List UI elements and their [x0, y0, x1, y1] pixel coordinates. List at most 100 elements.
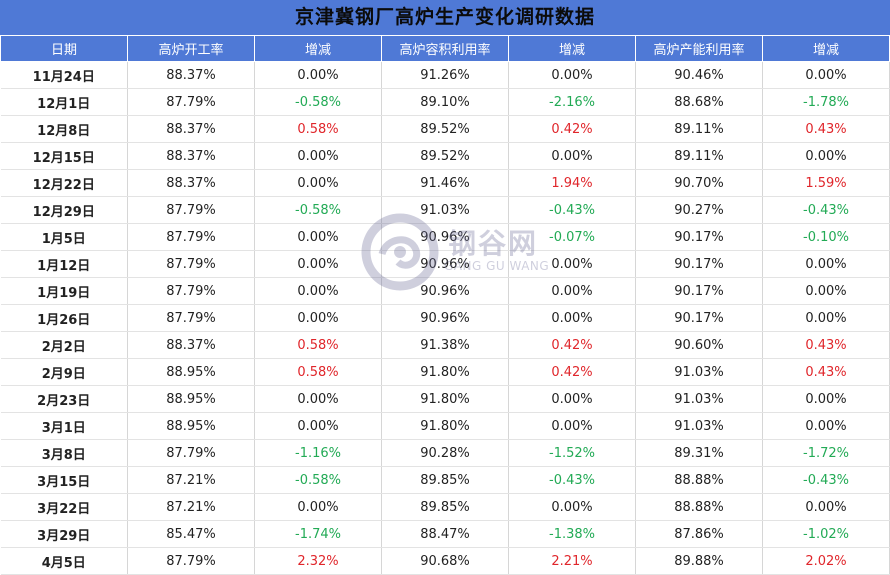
date-cell: 2月23日	[0, 385, 128, 413]
table-row: 1月26日 87.79% 0.00% 90.96% 0.00% 90.17% 0.00%	[0, 304, 890, 332]
date-cell: 3月8日	[0, 439, 128, 467]
change-cell: -2.16%	[508, 88, 636, 116]
capacity-utilization-cell: 88.88%	[635, 493, 763, 521]
change-cell: 0.00%	[508, 142, 636, 170]
change-cell: 0.00%	[762, 142, 890, 170]
capacity-utilization-cell: 90.70%	[635, 169, 763, 197]
capacity-utilization-cell: 90.17%	[635, 277, 763, 305]
volume-utilization-cell: 91.03%	[381, 196, 509, 224]
table-row: 3月22日 87.21% 0.00% 89.85% 0.00% 88.88% 0.00%	[0, 493, 890, 521]
change-cell: 0.00%	[254, 250, 382, 278]
capacity-utilization-cell: 90.46%	[635, 61, 763, 89]
col-header-change-2: 增减	[508, 35, 636, 62]
col-header-change-3: 增减	[762, 35, 890, 62]
table-row: 12月8日 88.37% 0.58% 89.52% 0.42% 89.11% 0.43%	[0, 115, 890, 143]
operating-rate-cell: 87.79%	[127, 250, 255, 278]
change-cell: -1.02%	[762, 520, 890, 548]
change-cell: -1.38%	[508, 520, 636, 548]
operating-rate-cell: 88.37%	[127, 169, 255, 197]
date-cell: 12月1日	[0, 88, 128, 116]
data-table: 日期 高炉开工率 增减 高炉容积利用率 增减 高炉产能利用率 增减 11月24日…	[0, 35, 890, 575]
capacity-utilization-cell: 90.17%	[635, 250, 763, 278]
change-cell: 0.00%	[254, 385, 382, 413]
change-cell: 0.00%	[508, 385, 636, 413]
table-row: 3月15日 87.21% -0.58% 89.85% -0.43% 88.88% -0.43…	[0, 466, 890, 494]
capacity-utilization-cell: 90.27%	[635, 196, 763, 224]
volume-utilization-cell: 90.96%	[381, 304, 509, 332]
capacity-utilization-cell: 91.03%	[635, 385, 763, 413]
change-cell: 0.00%	[508, 493, 636, 521]
volume-utilization-cell: 89.52%	[381, 115, 509, 143]
capacity-utilization-cell: 89.31%	[635, 439, 763, 467]
change-cell: -0.58%	[254, 466, 382, 494]
change-cell: 0.00%	[254, 169, 382, 197]
change-cell: 0.42%	[508, 358, 636, 386]
capacity-utilization-cell: 90.60%	[635, 331, 763, 359]
volume-utilization-cell: 91.26%	[381, 61, 509, 89]
change-cell: -0.43%	[762, 196, 890, 224]
table-row: 4月5日 87.79% 2.32% 90.68% 2.21% 89.88% 2.02%	[0, 547, 890, 575]
volume-utilization-cell: 90.96%	[381, 250, 509, 278]
table-row: 2月23日 88.95% 0.00% 91.80% 0.00% 91.03% 0.00%	[0, 385, 890, 413]
date-cell: 1月5日	[0, 223, 128, 251]
date-cell: 1月19日	[0, 277, 128, 305]
change-cell: 0.42%	[508, 331, 636, 359]
change-cell: 0.42%	[508, 115, 636, 143]
change-cell: 0.00%	[254, 493, 382, 521]
table-row: 3月1日 88.95% 0.00% 91.80% 0.00% 91.03% 0.00%	[0, 412, 890, 440]
change-cell: 0.58%	[254, 115, 382, 143]
change-cell: -0.10%	[762, 223, 890, 251]
volume-utilization-cell: 89.85%	[381, 466, 509, 494]
change-cell: 2.21%	[508, 547, 636, 575]
table-row: 1月19日 87.79% 0.00% 90.96% 0.00% 90.17% 0.00%	[0, 277, 890, 305]
change-cell: 0.00%	[254, 277, 382, 305]
date-cell: 3月22日	[0, 493, 128, 521]
capacity-utilization-cell: 91.03%	[635, 358, 763, 386]
operating-rate-cell: 88.95%	[127, 412, 255, 440]
change-cell: 0.43%	[762, 358, 890, 386]
capacity-utilization-cell: 89.11%	[635, 142, 763, 170]
change-cell: -0.43%	[508, 466, 636, 494]
change-cell: 0.00%	[762, 250, 890, 278]
change-cell: -0.43%	[508, 196, 636, 224]
table-row: 1月12日 87.79% 0.00% 90.96% 0.00% 90.17% 0.00%	[0, 250, 890, 278]
operating-rate-cell: 88.37%	[127, 61, 255, 89]
col-header-capacity-utilization: 高炉产能利用率	[635, 35, 763, 62]
change-cell: -0.07%	[508, 223, 636, 251]
change-cell: 1.59%	[762, 169, 890, 197]
change-cell: 0.00%	[254, 142, 382, 170]
date-cell: 3月15日	[0, 466, 128, 494]
date-cell: 12月22日	[0, 169, 128, 197]
volume-utilization-cell: 90.96%	[381, 277, 509, 305]
change-cell: 0.00%	[762, 61, 890, 89]
change-cell: 0.00%	[762, 412, 890, 440]
change-cell: -1.16%	[254, 439, 382, 467]
date-cell: 1月26日	[0, 304, 128, 332]
table-row: 12月22日 88.37% 0.00% 91.46% 1.94% 90.70% 1.59%	[0, 169, 890, 197]
change-cell: -1.52%	[508, 439, 636, 467]
change-cell: 0.58%	[254, 358, 382, 386]
operating-rate-cell: 87.79%	[127, 547, 255, 575]
col-header-date: 日期	[0, 35, 128, 62]
capacity-utilization-cell: 88.88%	[635, 466, 763, 494]
table-row: 1月5日 87.79% 0.00% 90.96% -0.07% 90.17% -0.10%	[0, 223, 890, 251]
volume-utilization-cell: 89.10%	[381, 88, 509, 116]
change-cell: 0.00%	[508, 61, 636, 89]
date-cell: 12月29日	[0, 196, 128, 224]
table-row: 2月9日 88.95% 0.58% 91.80% 0.42% 91.03% 0.43%	[0, 358, 890, 386]
volume-utilization-cell: 90.28%	[381, 439, 509, 467]
change-cell: 0.00%	[254, 61, 382, 89]
date-cell: 11月24日	[0, 61, 128, 89]
date-cell: 2月2日	[0, 331, 128, 359]
volume-utilization-cell: 89.52%	[381, 142, 509, 170]
change-cell: 0.00%	[508, 250, 636, 278]
capacity-utilization-cell: 89.11%	[635, 115, 763, 143]
capacity-utilization-cell: 88.68%	[635, 88, 763, 116]
change-cell: 2.32%	[254, 547, 382, 575]
date-cell: 3月29日	[0, 520, 128, 548]
change-cell: 2.02%	[762, 547, 890, 575]
change-cell: 0.43%	[762, 115, 890, 143]
change-cell: 0.00%	[762, 493, 890, 521]
change-cell: -1.74%	[254, 520, 382, 548]
volume-utilization-cell: 90.96%	[381, 223, 509, 251]
